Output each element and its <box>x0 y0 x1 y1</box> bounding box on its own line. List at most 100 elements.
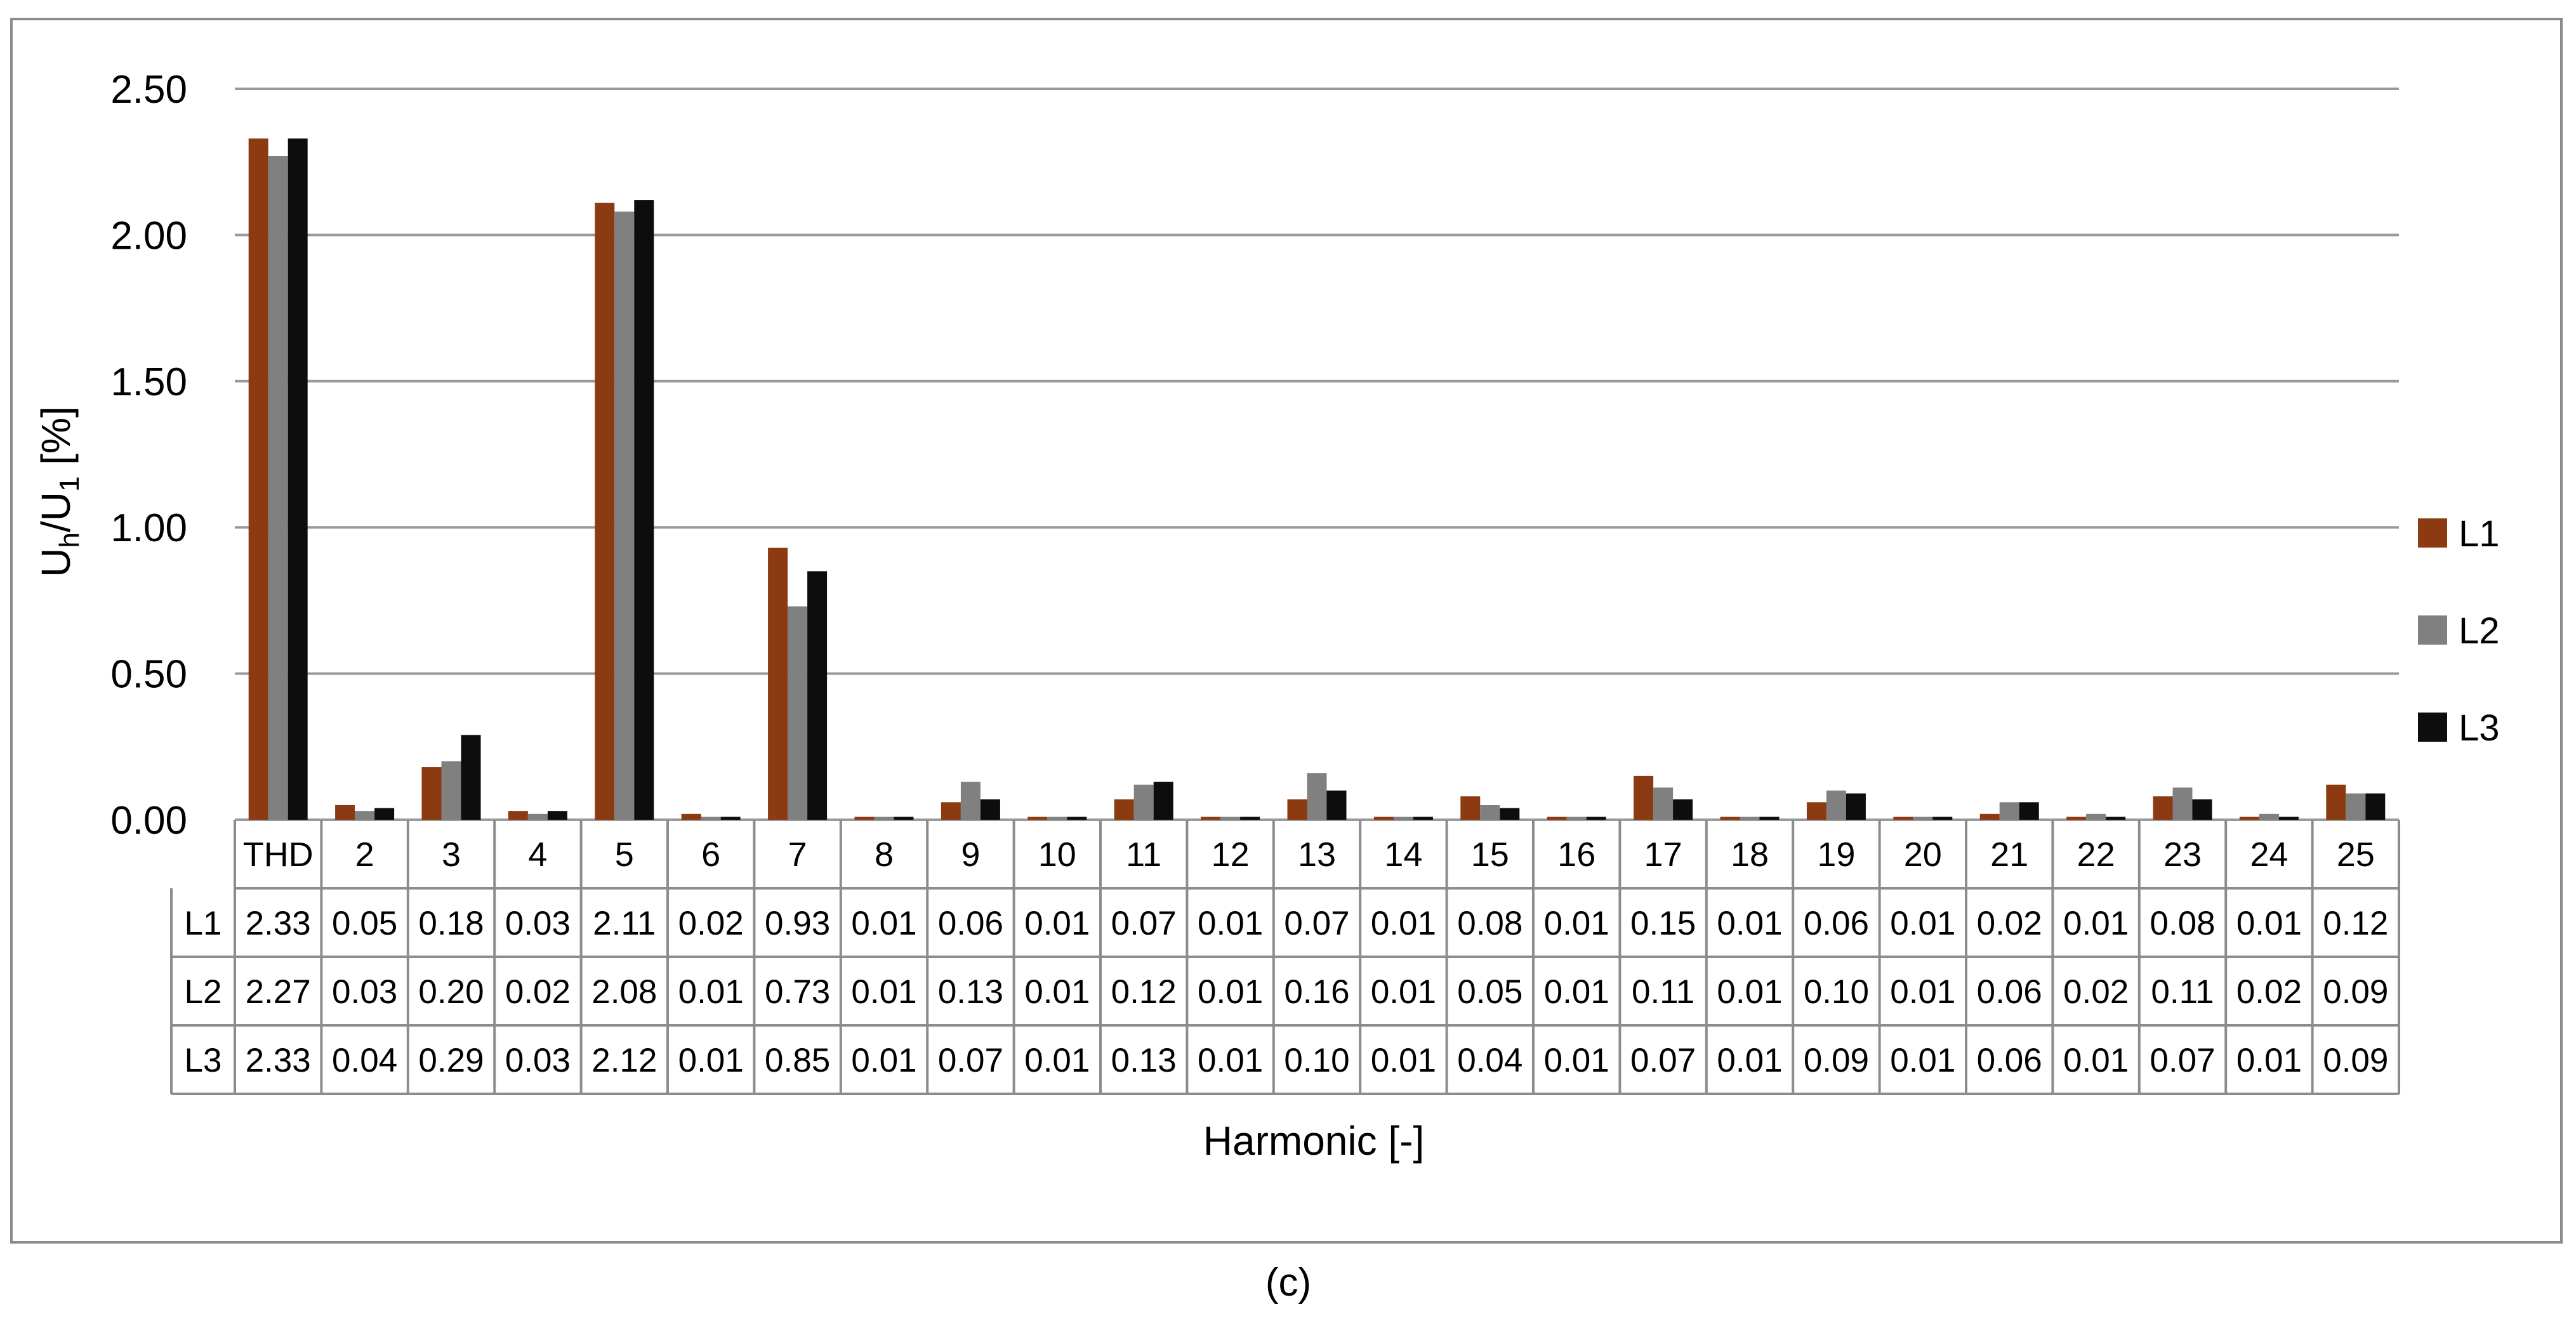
legend-label-l1: L1 <box>2459 513 2500 555</box>
x-tick-label: 3 <box>442 836 461 874</box>
bar-l2-20 <box>1913 817 1933 820</box>
data-table: THD 2 3 4 5 6 7 8 9 10 11 12 13 14 15 16 17 18 19 20 21 22 23 2… <box>170 820 2400 1095</box>
data-label: 0.20 <box>418 973 484 1011</box>
bar-l2-8 <box>874 817 894 820</box>
bar-l1-6 <box>681 813 701 820</box>
data-label: 0.01 <box>1890 973 1955 1011</box>
data-label: 0.09 <box>2323 1042 2388 1079</box>
bar-l3-3 <box>461 735 481 820</box>
data-label: 0.85 <box>765 1042 830 1079</box>
data-label: 0.01 <box>678 973 744 1011</box>
bar-l1-9 <box>941 802 961 820</box>
x-tick-label: 19 <box>1817 836 1855 874</box>
legend-label-l2: L2 <box>2459 610 2500 652</box>
bar-l2-18 <box>1740 817 1760 820</box>
bars <box>248 138 2386 820</box>
bar-l3-18 <box>1759 817 1780 820</box>
bar-l1-13 <box>1287 799 1307 820</box>
data-label: 0.01 <box>1198 905 1263 942</box>
bar-l3-thd <box>287 138 308 820</box>
bar-l2-14 <box>1393 817 1413 820</box>
x-tick-label: 21 <box>1990 836 2028 874</box>
x-tick-label: 9 <box>961 836 980 874</box>
bar-l1-thd <box>248 138 268 820</box>
bar-l2-24 <box>2259 813 2279 820</box>
y-tick-label: 1.00 <box>110 506 187 550</box>
data-label: 2.33 <box>246 905 311 942</box>
data-label: 0.13 <box>938 973 1003 1011</box>
bar-l3-15 <box>1500 808 1520 820</box>
bar-l3-21 <box>2019 802 2039 820</box>
bar-l1-23 <box>2153 796 2173 820</box>
bar-l1-5 <box>595 202 615 820</box>
bar-l3-4 <box>547 811 567 820</box>
data-label: 2.27 <box>246 973 311 1011</box>
data-label: 0.02 <box>1977 905 2042 942</box>
data-label: 0.02 <box>505 973 571 1011</box>
bar-l3-13 <box>1326 790 1347 820</box>
x-tick-label: 22 <box>2077 836 2115 874</box>
x-tick-label: 4 <box>528 836 547 874</box>
y-tick-label: 2.00 <box>110 214 187 258</box>
x-tick-label: 15 <box>1471 836 1509 874</box>
x-tick-label: 2 <box>355 836 374 874</box>
x-tick-label: 24 <box>2250 836 2288 874</box>
data-label: 0.03 <box>505 905 571 942</box>
bar-l3-12 <box>1240 817 1260 820</box>
chart-frame <box>10 18 2563 1244</box>
legend-swatch-l1 <box>2418 518 2447 548</box>
x-tick-label: 14 <box>1384 836 1422 874</box>
bar-l1-20 <box>1893 817 1913 820</box>
x-tick-label: 7 <box>788 836 807 874</box>
data-label: 0.03 <box>505 1042 571 1079</box>
bar-l3-8 <box>894 817 914 820</box>
legend-label-l3: L3 <box>2459 707 2500 749</box>
data-label: 0.12 <box>1111 973 1177 1011</box>
y-tick-label: 2.50 <box>110 68 187 112</box>
data-label: 0.01 <box>2063 905 2129 942</box>
data-label: 0.01 <box>1717 973 1782 1011</box>
data-label: 0.07 <box>1111 905 1177 942</box>
y-tick-label: 0.50 <box>110 653 187 697</box>
bar-l1-4 <box>508 811 528 820</box>
data-label: 0.16 <box>1284 973 1349 1011</box>
bar-l3-7 <box>807 571 828 820</box>
data-label: 0.02 <box>678 905 744 942</box>
data-label: 0.01 <box>1024 973 1090 1011</box>
x-tick-label: 8 <box>875 836 894 874</box>
bar-l3-19 <box>1846 793 1866 820</box>
data-label: 0.01 <box>1198 973 1263 1011</box>
table-row-label: L3 <box>185 1042 222 1079</box>
bar-l1-16 <box>1547 817 1567 820</box>
x-tick-label: THD <box>243 836 314 874</box>
bar-l2-6 <box>701 817 721 820</box>
bar-l1-7 <box>768 548 788 820</box>
bar-l1-8 <box>854 817 875 820</box>
data-label: 0.06 <box>1977 973 2042 1011</box>
x-tick-label: 13 <box>1298 836 1336 874</box>
data-label: 0.01 <box>1024 905 1090 942</box>
data-label: 0.01 <box>1544 1042 1609 1079</box>
data-label: 0.07 <box>938 1042 1003 1079</box>
table-row-label: L1 <box>185 905 222 942</box>
x-tick-label: 17 <box>1644 836 1682 874</box>
x-tick-label: 6 <box>701 836 720 874</box>
bar-l1-17 <box>1634 775 1654 820</box>
data-label: 0.07 <box>1284 905 1349 942</box>
data-label: 0.73 <box>765 973 830 1011</box>
bar-l1-2 <box>335 805 355 820</box>
bar-l3-10 <box>1067 817 1087 820</box>
data-label: 0.02 <box>2063 973 2129 1011</box>
data-label: 0.15 <box>1630 905 1696 942</box>
bar-l1-25 <box>2326 784 2346 820</box>
data-label: 0.01 <box>851 1042 916 1079</box>
data-label: 0.05 <box>332 905 397 942</box>
data-label: 0.06 <box>1804 905 1869 942</box>
data-label: 0.05 <box>1457 973 1522 1011</box>
bar-l2-9 <box>960 782 981 820</box>
x-tick-label: 10 <box>1038 836 1076 874</box>
bar-l2-22 <box>2086 813 2106 820</box>
data-label: 0.01 <box>2236 1042 2302 1079</box>
data-label: 2.08 <box>591 973 657 1011</box>
bar-l3-11 <box>1153 782 1173 820</box>
